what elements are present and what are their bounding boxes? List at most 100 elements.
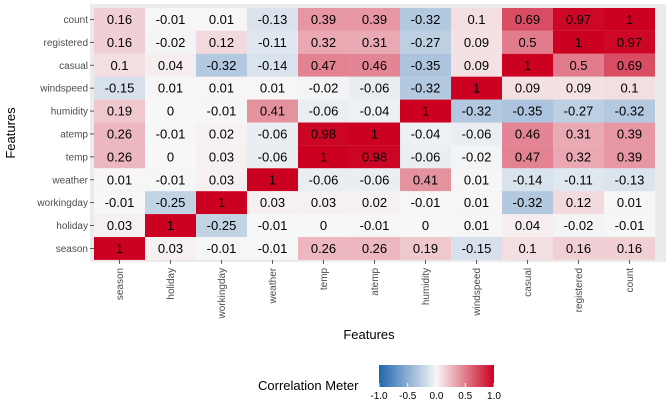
heatmap-cell-workingday-weather — [247, 191, 298, 215]
cell-value-humidity-humidity: 1 — [422, 104, 429, 119]
y-tick-label-weather: weather — [51, 175, 88, 186]
heatmap-cell-workingday-registered — [553, 191, 604, 215]
heatmap-cell-windspeed-season — [94, 76, 145, 100]
cell-value-registered-count: 0.97 — [617, 35, 642, 50]
heatmap-cell-holiday-workingday — [196, 214, 247, 237]
heatmap-cell-temp-casual — [502, 145, 553, 169]
cell-value-temp-holiday: 0 — [167, 149, 174, 164]
cell-value-atemp-season: 0.26 — [107, 126, 132, 141]
cell-value-windspeed-registered: 0.09 — [566, 81, 591, 96]
cell-value-workingday-casual: -0.32 — [513, 195, 543, 210]
cell-value-registered-holiday: -0.02 — [156, 35, 186, 50]
cell-value-season-temp: 0.26 — [311, 241, 336, 256]
cell-value-temp-count: 0.39 — [617, 149, 642, 164]
heatmap-cell-count-atemp — [349, 8, 400, 31]
cell-value-atemp-count: 0.39 — [617, 126, 642, 141]
heatmap-cell-weather-season — [94, 168, 145, 192]
cell-value-humidity-season: 0.19 — [107, 104, 132, 119]
cell-value-atemp-registered: 0.31 — [566, 126, 591, 141]
heatmap-cell-casual-count — [604, 53, 655, 77]
heatmap-cell-humidity-season — [94, 99, 145, 123]
heatmap-cell-registered-season — [94, 30, 145, 54]
heatmap-cell-weather-workingday — [196, 168, 247, 192]
cell-value-workingday-temp: 0.03 — [311, 195, 336, 210]
heatmap-cell-atemp-humidity — [400, 122, 451, 146]
cell-value-workingday-season: -0.01 — [105, 195, 135, 210]
heatmap-cell-humidity-casual — [502, 99, 553, 123]
y-tick-label-workingday: workingday — [36, 198, 88, 209]
cell-value-humidity-holiday: 0 — [167, 104, 174, 119]
heatmap-cell-season-count — [604, 237, 655, 260]
cell-value-season-atemp: 0.26 — [362, 241, 387, 256]
legend-title: Correlation Meter — [258, 378, 359, 393]
heatmap-cell-temp-season — [94, 145, 145, 169]
cell-value-registered-temp: 0.32 — [311, 35, 336, 50]
cell-value-holiday-holiday: 1 — [167, 218, 174, 233]
legend-tick-label: 1.0 — [487, 391, 501, 402]
heatmap-cell-labels: 0.16 -0.01 0.01 -0.13 0.39 0.39 -0.32 0.1 0.69 0.… — [105, 12, 645, 256]
heatmap-cell-workingday-holiday — [145, 191, 196, 215]
heatmap-cell-workingday-humidity — [400, 191, 451, 215]
cell-value-casual-count: 0.69 — [617, 58, 642, 73]
cell-value-season-casual: 0.1 — [518, 241, 536, 256]
heatmap-cell-casual-season — [94, 53, 145, 77]
heatmap-cell-windspeed-workingday — [196, 76, 247, 100]
heatmap-cell-weather-casual — [502, 168, 553, 192]
cell-value-weather-windspeed: 0.01 — [464, 172, 489, 187]
cell-value-weather-holiday: -0.01 — [156, 172, 186, 187]
cell-value-casual-weather: -0.14 — [258, 58, 288, 73]
heatmap-cell-holiday-registered — [553, 214, 604, 237]
heatmap-cell-windspeed-holiday — [145, 76, 196, 100]
heatmap-cell-workingday-count — [604, 191, 655, 215]
y-tick-label-temp: temp — [66, 152, 89, 163]
heatmap-cell-atemp-weather — [247, 122, 298, 146]
x-tick-label-atemp: atemp — [370, 267, 381, 295]
heatmap-cell-holiday-weather — [247, 214, 298, 237]
y-tick-label-casual: casual — [59, 61, 88, 72]
cell-value-registered-atemp: 0.31 — [362, 35, 387, 50]
cell-value-holiday-registered: -0.02 — [564, 218, 594, 233]
heatmap-cell-humidity-temp — [298, 99, 349, 123]
cell-value-workingday-humidity: -0.01 — [411, 195, 441, 210]
cell-value-season-windspeed: -0.15 — [462, 241, 492, 256]
cell-value-temp-weather: -0.06 — [258, 149, 288, 164]
cell-value-temp-windspeed: -0.02 — [462, 149, 492, 164]
y-tick-label-registered: registered — [44, 38, 88, 49]
legend-tick-label: 0.5 — [458, 391, 472, 402]
cell-value-humidity-atemp: -0.04 — [360, 104, 390, 119]
heatmap-cell-atemp-casual — [502, 122, 553, 146]
cell-value-count-registered: 0.97 — [566, 12, 591, 27]
cell-value-casual-season: 0.1 — [110, 58, 128, 73]
heatmap-cell-temp-workingday — [196, 145, 247, 169]
heatmap-cell-workingday-casual — [502, 191, 553, 215]
y-axis-title: Features — [3, 107, 18, 159]
cell-value-workingday-weather: 0.03 — [260, 195, 285, 210]
heatmap-cell-humidity-registered — [553, 99, 604, 123]
heatmap-cell-holiday-temp — [298, 214, 349, 237]
cell-value-weather-weather: 1 — [269, 172, 276, 187]
cell-value-windspeed-humidity: -0.32 — [411, 81, 441, 96]
cell-value-workingday-count: 0.01 — [617, 195, 642, 210]
cell-value-season-registered: 0.16 — [566, 241, 591, 256]
y-axis-ticks: count registered casual windspeed humidity at… — [36, 15, 94, 255]
cell-value-count-workingday: 0.01 — [209, 12, 234, 27]
cell-value-season-season: 1 — [116, 241, 123, 256]
heatmap-cell-temp-temp — [298, 145, 349, 169]
cell-value-casual-atemp: 0.46 — [362, 58, 387, 73]
heatmap-cell-humidity-weather — [247, 99, 298, 123]
cell-value-registered-registered: 1 — [575, 35, 582, 50]
x-tick-label-holiday: holiday — [166, 268, 177, 300]
heatmap-cell-season-humidity — [400, 237, 451, 260]
cell-value-registered-humidity: -0.27 — [411, 35, 441, 50]
cell-value-holiday-windspeed: 0.01 — [464, 218, 489, 233]
x-tick-label-workingday: workingday — [217, 268, 228, 320]
heatmap-cell-casual-workingday — [196, 53, 247, 77]
legend-ticks: -1.0 -0.5 0.0 0.5 1.0 — [370, 383, 501, 402]
cell-value-registered-windspeed: 0.09 — [464, 35, 489, 50]
heatmap-cell-season-registered — [553, 237, 604, 260]
cell-value-workingday-holiday: -0.25 — [156, 195, 186, 210]
heatmap-cell-count-casual — [502, 8, 553, 31]
cell-value-windspeed-temp: -0.02 — [309, 81, 339, 96]
heatmap-cell-atemp-windspeed — [451, 122, 502, 146]
cell-value-windspeed-count: 0.1 — [620, 81, 638, 96]
